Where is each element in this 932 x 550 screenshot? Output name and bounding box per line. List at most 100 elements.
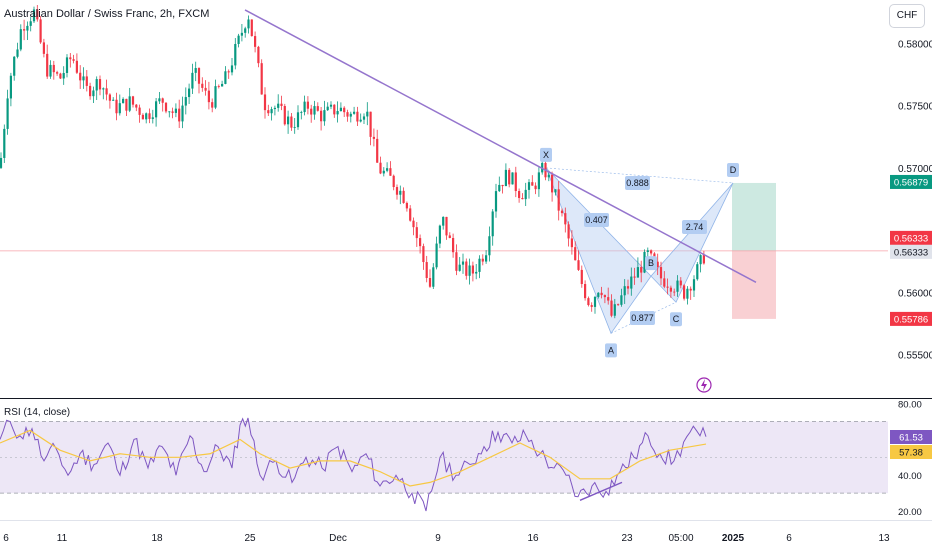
candle-body bbox=[537, 172, 540, 190]
candle-body bbox=[102, 88, 105, 90]
x-tick-label: 25 bbox=[244, 533, 256, 544]
candle-body bbox=[600, 292, 603, 296]
candle-body bbox=[197, 68, 201, 84]
pattern-ratio-box bbox=[625, 176, 650, 190]
candle-body bbox=[72, 59, 75, 61]
candle-body bbox=[343, 107, 346, 113]
x-tick-label: 11 bbox=[57, 533, 68, 544]
candle-body bbox=[3, 128, 6, 158]
candle-body bbox=[580, 269, 583, 285]
candle-body bbox=[574, 247, 577, 261]
candle-body bbox=[293, 127, 296, 128]
candle-body bbox=[9, 75, 12, 99]
candle-body bbox=[39, 19, 42, 43]
candle-body bbox=[455, 252, 458, 271]
candle-body bbox=[564, 213, 567, 225]
candle-body bbox=[260, 63, 263, 95]
candle-body bbox=[692, 279, 696, 291]
candle-body bbox=[359, 119, 362, 122]
pattern-point-a bbox=[605, 343, 617, 358]
candle-body bbox=[458, 264, 461, 271]
candle-body bbox=[521, 198, 524, 200]
candle-body bbox=[191, 72, 194, 89]
rsi-ma-line bbox=[0, 429, 707, 487]
candle-body bbox=[468, 265, 471, 276]
candle-body bbox=[336, 111, 339, 115]
x-tick-label: 16 bbox=[527, 533, 539, 544]
candle-body bbox=[6, 98, 9, 129]
candle-body bbox=[211, 102, 214, 108]
candle-body bbox=[49, 64, 52, 77]
candle-body bbox=[310, 108, 313, 115]
lightning-icon bbox=[696, 377, 712, 393]
candle-body bbox=[696, 264, 699, 280]
price-label-text: 0.56333 bbox=[894, 247, 928, 258]
candle-body bbox=[481, 258, 484, 262]
candle-body bbox=[26, 25, 29, 31]
candle-body bbox=[676, 280, 679, 292]
candle-body bbox=[339, 107, 342, 112]
candle-body bbox=[673, 291, 676, 293]
candle-body bbox=[23, 29, 26, 31]
candle-body bbox=[174, 108, 177, 113]
currency-button[interactable]: CHF bbox=[889, 4, 925, 28]
pattern-point-c bbox=[670, 312, 682, 327]
candle-body bbox=[402, 190, 405, 203]
candle-body bbox=[554, 189, 557, 193]
candle-body bbox=[164, 102, 168, 112]
candle-body bbox=[646, 250, 649, 252]
candle-body bbox=[349, 113, 352, 117]
rsi-ma-value-box bbox=[890, 445, 932, 459]
candle-body bbox=[155, 101, 158, 118]
candle-body bbox=[188, 88, 191, 98]
candle-body bbox=[369, 111, 372, 137]
rsi-tick-label: 40.00 bbox=[898, 471, 922, 482]
stop-loss-zone bbox=[732, 250, 776, 319]
rsi-tick-label: 80.00 bbox=[898, 400, 922, 411]
price-tick-label: 0.57500 bbox=[898, 102, 932, 113]
pattern-ratio-box bbox=[630, 311, 655, 325]
candle-body bbox=[399, 190, 402, 195]
candle-body bbox=[326, 106, 329, 111]
candle-body bbox=[98, 79, 102, 90]
pattern-ratio-label: 0.407 bbox=[585, 215, 608, 225]
candle-body bbox=[122, 98, 125, 104]
candle-body bbox=[412, 220, 415, 228]
price-tick-label: 0.55500 bbox=[898, 350, 932, 361]
candle-body bbox=[75, 60, 78, 73]
candle-body bbox=[227, 71, 230, 73]
candle-body bbox=[534, 185, 537, 190]
candle-body bbox=[353, 111, 356, 114]
candle-body bbox=[669, 287, 672, 292]
candle-body bbox=[82, 76, 85, 81]
candle-body bbox=[85, 76, 88, 86]
candle-body bbox=[584, 284, 587, 299]
candle-body bbox=[16, 49, 19, 57]
candle-body bbox=[115, 99, 118, 114]
candle-body bbox=[610, 300, 613, 316]
rsi-divergence-line bbox=[579, 481, 623, 501]
price-label-current-red bbox=[890, 230, 932, 245]
rsi-label: RSI (14, close) bbox=[4, 407, 71, 418]
candle-body bbox=[405, 202, 408, 209]
candle-body bbox=[389, 168, 392, 176]
candle-body bbox=[666, 286, 669, 288]
candle-body bbox=[636, 267, 639, 278]
take-profit-zone bbox=[732, 182, 776, 251]
pattern-point-label: X bbox=[543, 150, 549, 160]
candle-body bbox=[0, 157, 3, 168]
candle-body bbox=[372, 136, 375, 139]
candle-body bbox=[89, 85, 92, 97]
candle-body bbox=[300, 112, 303, 113]
candle-body bbox=[659, 267, 663, 279]
candle-body bbox=[329, 104, 333, 107]
candle-body bbox=[494, 191, 498, 212]
candle-body bbox=[689, 288, 692, 291]
candle-body bbox=[224, 71, 227, 84]
candle-body bbox=[263, 94, 267, 111]
candle-body bbox=[415, 227, 418, 239]
candle-body bbox=[280, 103, 283, 106]
candle-body bbox=[131, 96, 135, 105]
price-label-take-profit bbox=[890, 174, 932, 189]
